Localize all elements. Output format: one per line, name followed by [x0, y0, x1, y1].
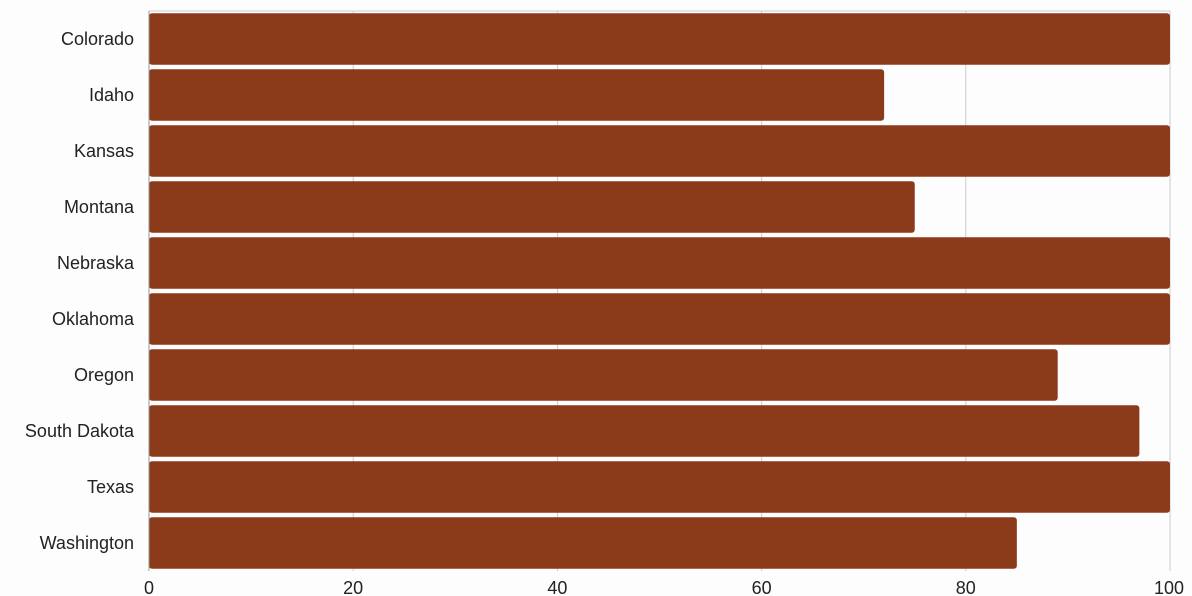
- bar: [149, 181, 915, 233]
- bar: [149, 405, 1140, 457]
- bar: [149, 125, 1170, 177]
- category-labels: Colorado Idaho Kansas Montana Nebraska Oklaho…: [25, 29, 135, 553]
- bar: [149, 293, 1170, 345]
- x-tick-label: 80: [956, 578, 976, 596]
- x-tick-label: 20: [343, 578, 363, 596]
- bar: [149, 237, 1170, 289]
- category-label: Colorado: [61, 29, 134, 49]
- category-label: Idaho: [89, 85, 134, 105]
- category-label: Oklahoma: [52, 309, 135, 329]
- category-label: Texas: [87, 477, 134, 497]
- category-label: Nebraska: [57, 253, 135, 273]
- bars: [149, 13, 1170, 569]
- category-label: Oregon: [74, 365, 134, 385]
- x-tick-labels: 0 20 40 60 80 100: [144, 578, 1184, 596]
- bar: [149, 69, 885, 121]
- category-label: Kansas: [74, 141, 134, 161]
- x-tick-label: 100: [1154, 578, 1184, 596]
- x-tick-label: 60: [752, 578, 772, 596]
- bar: [149, 461, 1170, 513]
- category-label: Montana: [64, 197, 135, 217]
- category-label: Washington: [40, 533, 134, 553]
- x-tick-label: 0: [144, 578, 154, 596]
- bar: [149, 517, 1017, 569]
- bar: [149, 349, 1058, 401]
- category-label: South Dakota: [25, 421, 135, 441]
- x-tick-label: 40: [547, 578, 567, 596]
- bar: [149, 13, 1170, 65]
